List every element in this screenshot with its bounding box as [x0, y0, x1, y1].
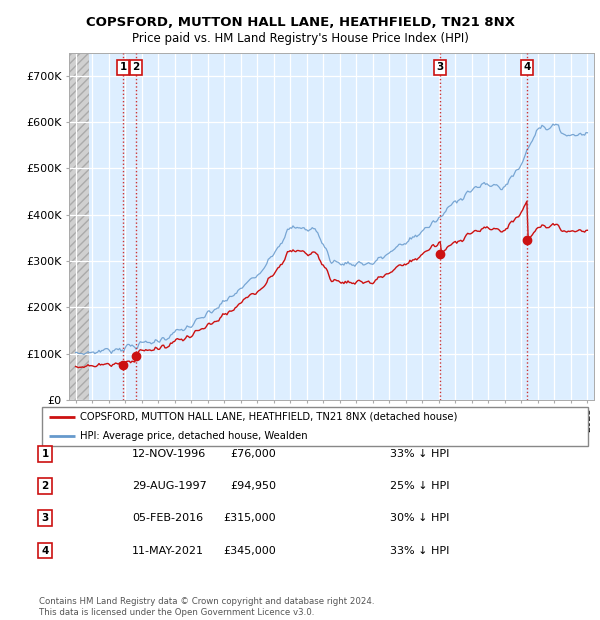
Text: 11-MAY-2021: 11-MAY-2021 [132, 546, 204, 556]
Text: This data is licensed under the Open Government Licence v3.0.: This data is licensed under the Open Gov… [39, 608, 314, 617]
Text: 3: 3 [437, 62, 444, 73]
Text: 25% ↓ HPI: 25% ↓ HPI [390, 481, 449, 491]
FancyBboxPatch shape [42, 407, 588, 446]
Text: £76,000: £76,000 [230, 449, 276, 459]
Text: 1: 1 [119, 62, 127, 73]
Text: £345,000: £345,000 [223, 546, 276, 556]
Text: £94,950: £94,950 [230, 481, 276, 491]
Text: 4: 4 [524, 62, 531, 73]
Text: Contains HM Land Registry data © Crown copyright and database right 2024.: Contains HM Land Registry data © Crown c… [39, 597, 374, 606]
Text: 3: 3 [41, 513, 49, 523]
Text: 33% ↓ HPI: 33% ↓ HPI [390, 449, 449, 459]
Text: 29-AUG-1997: 29-AUG-1997 [132, 481, 207, 491]
Text: Price paid vs. HM Land Registry's House Price Index (HPI): Price paid vs. HM Land Registry's House … [131, 32, 469, 45]
Text: COPSFORD, MUTTON HALL LANE, HEATHFIELD, TN21 8NX (detached house): COPSFORD, MUTTON HALL LANE, HEATHFIELD, … [80, 412, 458, 422]
Text: 30% ↓ HPI: 30% ↓ HPI [390, 513, 449, 523]
Text: 12-NOV-1996: 12-NOV-1996 [132, 449, 206, 459]
Text: HPI: Average price, detached house, Wealden: HPI: Average price, detached house, Weal… [80, 432, 308, 441]
Text: 1: 1 [41, 449, 49, 459]
Text: 4: 4 [41, 546, 49, 556]
Text: COPSFORD, MUTTON HALL LANE, HEATHFIELD, TN21 8NX: COPSFORD, MUTTON HALL LANE, HEATHFIELD, … [86, 16, 515, 29]
Bar [67, 53, 89, 400]
Text: £315,000: £315,000 [223, 513, 276, 523]
Text: 33% ↓ HPI: 33% ↓ HPI [390, 546, 449, 556]
Text: 2: 2 [41, 481, 49, 491]
Text: 05-FEB-2016: 05-FEB-2016 [132, 513, 203, 523]
Text: 2: 2 [133, 62, 140, 73]
